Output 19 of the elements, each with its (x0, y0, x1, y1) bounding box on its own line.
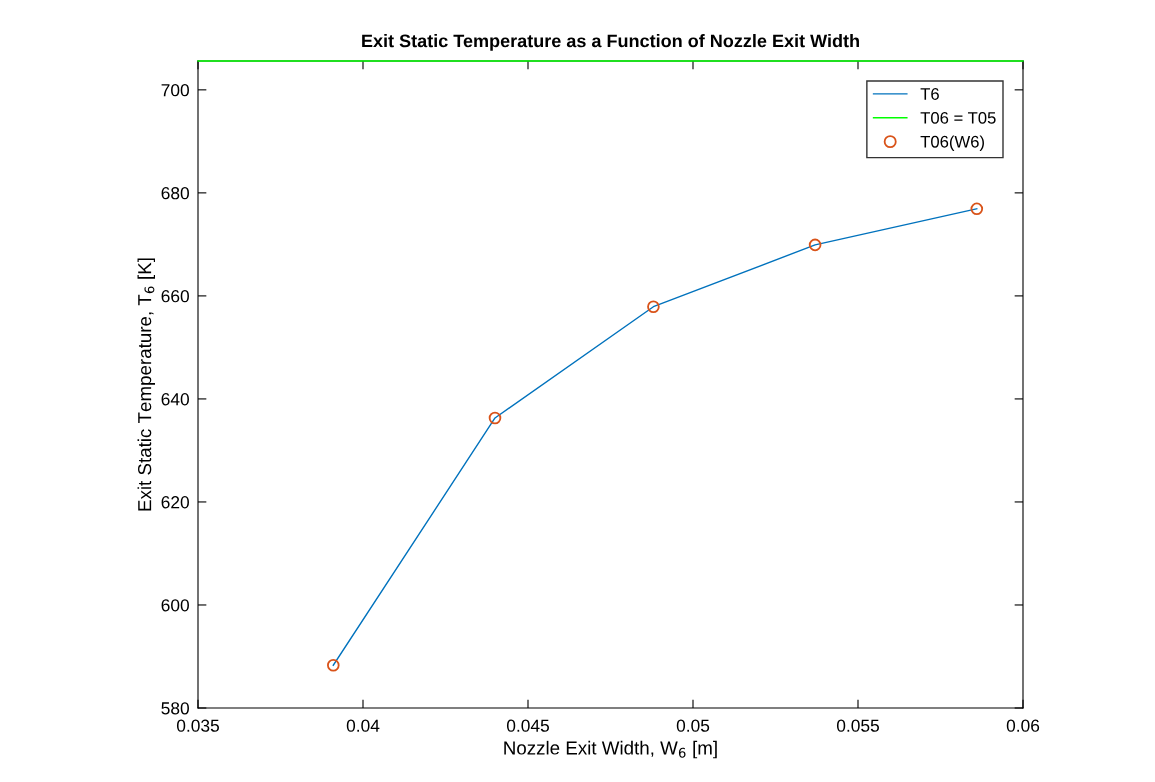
x-tick-label: 0.055 (836, 719, 879, 732)
x-tick-label: 0.045 (506, 719, 549, 732)
x-tick-label: 0.05 (676, 719, 710, 732)
y-tick-label: 680 (161, 187, 189, 200)
y-tick-label: 660 (161, 290, 189, 303)
y-tick-label: 580 (161, 702, 189, 715)
legend-label: T06(W6) (920, 135, 984, 151)
x-tick-label: 0.035 (176, 719, 219, 732)
y-tick-label: 640 (161, 393, 189, 406)
x-tick-label: 0.04 (346, 719, 380, 732)
y-tick-label: 600 (161, 599, 189, 612)
legend-label: T06 = T05 (920, 111, 996, 124)
x-axis-title: Nozzle Exit Width, W$_{6}$ [m] (504, 740, 717, 759)
legend-label: T6 (920, 88, 939, 100)
y-tick-label: 700 (161, 84, 189, 97)
y-axis-title: Exit Static Temperature, T$_{6}$ [K] (137, 258, 155, 511)
chart-title: Exit Static Temperature as a Function of Nozzle Exit Width (362, 34, 859, 51)
x-tick-label: 0.06 (1006, 719, 1040, 732)
y-tick-label: 620 (161, 496, 189, 509)
